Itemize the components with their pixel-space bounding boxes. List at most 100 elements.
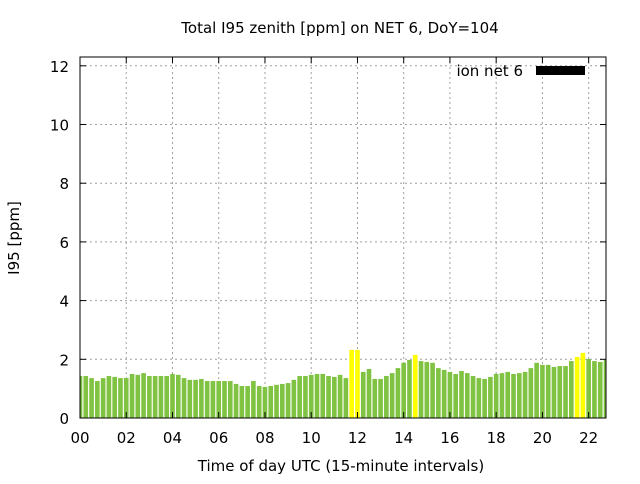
bar: [453, 373, 459, 418]
bar: [516, 373, 522, 418]
x-axis-label: Time of day UTC (15-minute intervals): [197, 457, 484, 475]
x-tick-label: 08: [255, 429, 274, 447]
plot-frame: [79, 56, 607, 419]
x-tick-label: 20: [533, 429, 552, 447]
bar: [557, 366, 563, 418]
bar: [297, 376, 302, 418]
bar: [528, 368, 534, 418]
x-tick-label: 22: [579, 429, 598, 447]
bar: [100, 378, 106, 418]
bar: [181, 378, 187, 418]
legend-swatch: [536, 66, 585, 75]
x-tick-label: 16: [440, 429, 459, 447]
bar: [464, 373, 470, 418]
bar-highlighted: [349, 349, 354, 418]
bar: [216, 381, 222, 418]
bar: [118, 378, 123, 418]
bar: [199, 378, 204, 418]
bar: [141, 373, 146, 418]
bar: [193, 379, 198, 418]
x-tick-label: 06: [209, 429, 228, 447]
bar: [320, 373, 326, 418]
bar: [123, 378, 129, 418]
bar: [522, 371, 528, 418]
bar: [95, 381, 100, 418]
x-tick-label: 12: [348, 429, 367, 447]
bar: [401, 362, 407, 418]
x-tick-label: 02: [117, 429, 136, 447]
bar: [476, 378, 482, 418]
bar: [158, 376, 164, 418]
bar: [152, 376, 158, 418]
bar: [436, 368, 441, 418]
bar: [430, 362, 435, 418]
grid-lines: [80, 57, 606, 418]
bar: [83, 376, 89, 418]
bars: [80, 349, 606, 418]
bar: [337, 374, 343, 418]
bar: [586, 359, 591, 418]
bar: [268, 386, 274, 418]
y-axis-label: I95 [ppm]: [5, 201, 23, 275]
bar: [505, 371, 511, 418]
bar: [447, 371, 453, 418]
bar: [170, 373, 175, 418]
bar: [245, 386, 250, 418]
chart-title: Total I95 zenith [ppm] on NET 6, DoY=104: [180, 19, 498, 37]
bar: [80, 376, 83, 418]
y-tick-label: 8: [59, 175, 69, 193]
bar: [233, 383, 239, 418]
bar: [545, 364, 551, 418]
bar: [407, 359, 412, 418]
bar: [372, 378, 378, 418]
bar: [164, 376, 170, 418]
bar-highlighted: [580, 352, 586, 418]
bar: [222, 381, 227, 418]
x-tick-label: 18: [487, 429, 506, 447]
bar: [204, 381, 210, 418]
x-tick-label: 00: [70, 429, 89, 447]
legend: ion net 6: [456, 62, 585, 80]
bar: [239, 386, 245, 418]
bar: [534, 362, 539, 418]
bar: [210, 381, 216, 418]
bar: [360, 371, 366, 418]
bar: [395, 368, 401, 418]
bar: [418, 361, 424, 418]
x-tick-label: 10: [302, 429, 321, 447]
bar: [187, 379, 193, 418]
bar: [279, 383, 285, 418]
bar: [597, 361, 603, 418]
bar: [112, 376, 117, 418]
bar: [511, 373, 516, 418]
bar: [389, 373, 395, 418]
bar: [256, 386, 262, 418]
bar: [147, 376, 152, 418]
bar: [343, 378, 349, 418]
bar: [274, 384, 279, 418]
bar: [563, 366, 568, 418]
bar: [308, 374, 314, 418]
bar: [424, 361, 430, 418]
bar: [551, 366, 557, 418]
y-tick-label: 2: [59, 351, 69, 369]
bar: [129, 373, 135, 418]
bar: [135, 374, 141, 418]
bar: [285, 383, 291, 418]
legend-label: ion net 6: [456, 62, 523, 80]
bar: [459, 371, 464, 418]
bar: [326, 376, 331, 418]
x-tick-label: 14: [394, 429, 413, 447]
bar: [251, 381, 256, 418]
bar: [89, 378, 94, 418]
bar: [482, 378, 487, 418]
bar: [291, 379, 297, 418]
y-tick-label: 10: [50, 117, 69, 135]
bar-highlighted: [412, 354, 418, 418]
bar: [175, 374, 181, 418]
bar: [378, 378, 383, 418]
x-tick-label: 04: [163, 429, 182, 447]
bar: [592, 361, 597, 418]
